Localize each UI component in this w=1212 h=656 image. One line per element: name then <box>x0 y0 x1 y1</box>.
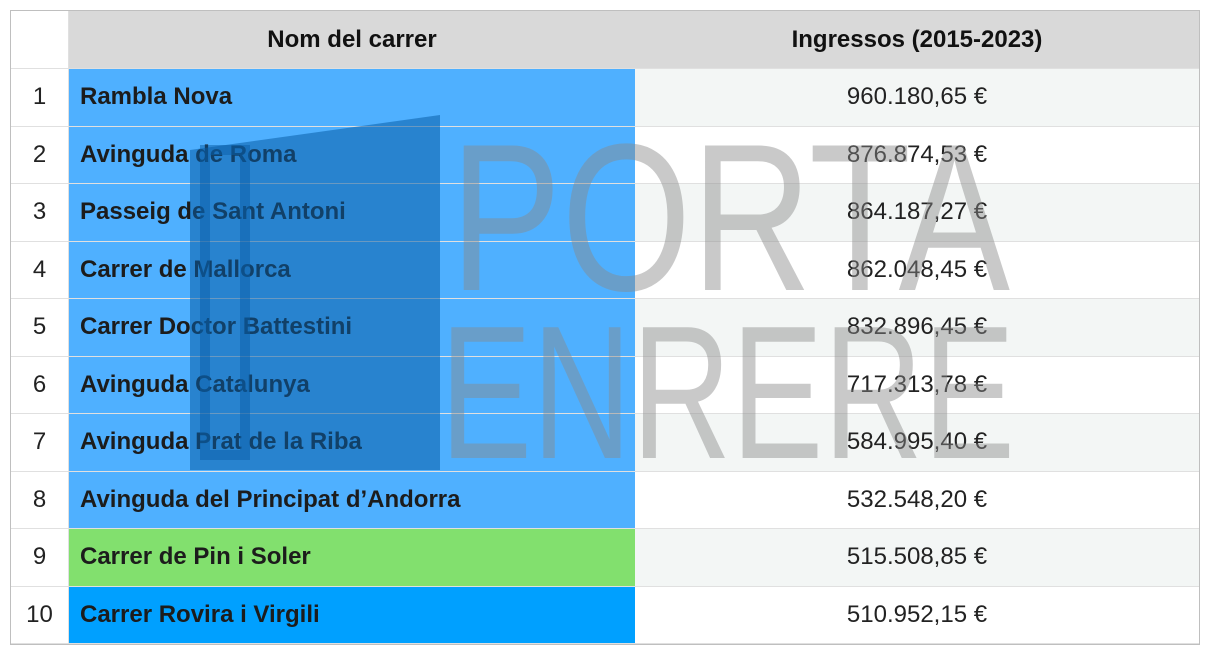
row-index: 1 <box>11 69 69 127</box>
revenue: 510.952,15 € <box>635 586 1199 644</box>
header-value: Ingressos (2015-2023) <box>635 11 1199 69</box>
revenue: 960.180,65 € <box>635 69 1199 127</box>
revenue: 584.995,40 € <box>635 414 1199 472</box>
street-name: Avinguda Prat de la Riba <box>69 414 635 472</box>
row-index: 8 <box>11 471 69 529</box>
row-index: 5 <box>11 299 69 357</box>
header-corner <box>11 11 69 69</box>
row-index: 7 <box>11 414 69 472</box>
revenue: 876.874,53 € <box>635 126 1199 184</box>
street-name: Avinguda de Roma <box>69 126 635 184</box>
revenue: 717.313,78 € <box>635 356 1199 414</box>
revenue: 864.187,27 € <box>635 184 1199 242</box>
row-index: 2 <box>11 126 69 184</box>
row-index: 10 <box>11 586 69 644</box>
row-index: 3 <box>11 184 69 242</box>
row-index: 6 <box>11 356 69 414</box>
table: Nom del carrer Ingressos (2015-2023) 1 Ramb… <box>10 10 1200 645</box>
row-index: 9 <box>11 529 69 587</box>
street-name: Carrer de Pin i Soler <box>69 529 635 587</box>
street-name: Avinguda Catalunya <box>69 356 635 414</box>
header-name: Nom del carrer <box>69 11 635 69</box>
street-name: Avinguda del Principat d’Andorra <box>69 471 635 529</box>
street-name: Carrer Doctor Battestini <box>69 299 635 357</box>
revenue: 532.548,20 € <box>635 471 1199 529</box>
street-name: Carrer de Mallorca <box>69 241 635 299</box>
street-name: Rambla Nova <box>69 69 635 127</box>
revenue: 515.508,85 € <box>635 529 1199 587</box>
street-name: Carrer Rovira i Virgili <box>69 586 635 644</box>
row-index: 4 <box>11 241 69 299</box>
revenue: 862.048,45 € <box>635 241 1199 299</box>
revenue: 832.896,45 € <box>635 299 1199 357</box>
street-name: Passeig de Sant Antoni <box>69 184 635 242</box>
